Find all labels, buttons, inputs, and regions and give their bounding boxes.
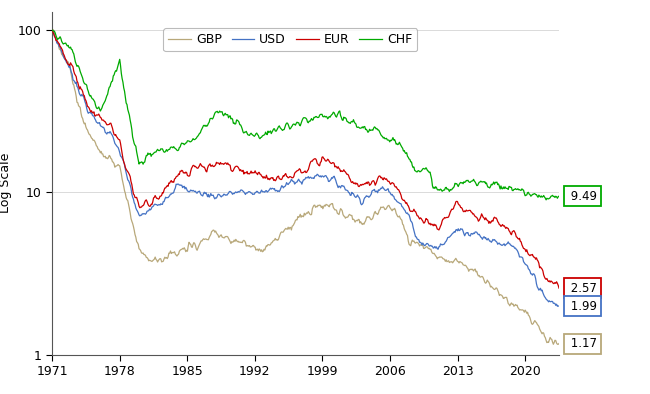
Line: GBP: GBP xyxy=(52,30,559,344)
Line: EUR: EUR xyxy=(52,30,559,288)
EUR xyxy=(114,136,122,141)
Legend: GBP, USD, EUR, CHF: GBP, USD, EUR, CHF xyxy=(164,28,417,51)
CHF xyxy=(555,194,563,199)
EUR xyxy=(350,181,358,186)
CHF xyxy=(467,179,475,184)
USD xyxy=(176,182,184,187)
CHF xyxy=(542,197,550,202)
GBP xyxy=(351,220,359,225)
CHF xyxy=(551,195,559,200)
USD xyxy=(554,304,562,309)
EUR xyxy=(176,169,184,173)
CHF xyxy=(351,121,359,126)
Line: USD: USD xyxy=(52,30,559,306)
EUR xyxy=(467,208,474,213)
Y-axis label: Log Scale: Log Scale xyxy=(0,153,12,214)
USD xyxy=(424,242,432,247)
CHF xyxy=(115,60,123,65)
Text: 1.17: 1.17 xyxy=(567,337,597,350)
CHF xyxy=(425,170,433,175)
GBP xyxy=(425,246,433,251)
USD xyxy=(467,234,474,238)
GBP xyxy=(177,247,185,252)
GBP xyxy=(555,341,563,346)
EUR xyxy=(549,281,557,286)
EUR xyxy=(48,28,56,33)
EUR xyxy=(555,286,563,290)
CHF xyxy=(177,142,185,147)
GBP xyxy=(551,340,558,345)
Line: CHF: CHF xyxy=(52,30,559,200)
GBP xyxy=(115,163,123,168)
USD xyxy=(114,145,122,150)
USD xyxy=(350,193,358,198)
GBP xyxy=(48,28,56,33)
EUR xyxy=(424,220,432,225)
CHF xyxy=(49,28,57,33)
Text: 2.57: 2.57 xyxy=(567,282,597,295)
Text: 9.49: 9.49 xyxy=(567,190,597,203)
USD xyxy=(549,301,557,306)
USD xyxy=(555,304,563,309)
CHF xyxy=(48,28,56,33)
GBP xyxy=(554,342,562,347)
USD xyxy=(48,28,56,33)
GBP xyxy=(467,267,475,272)
Text: 1.99: 1.99 xyxy=(567,300,597,313)
GBP xyxy=(49,27,57,32)
